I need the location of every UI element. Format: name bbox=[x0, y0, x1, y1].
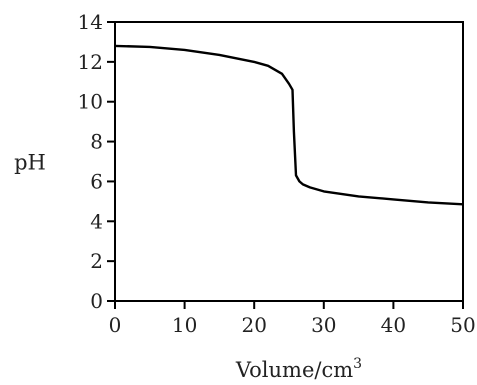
x-tick-label: 50 bbox=[450, 313, 475, 337]
y-tick-label: 12 bbox=[78, 50, 103, 74]
y-tick-label: 8 bbox=[90, 130, 103, 154]
ph-curve-series bbox=[114, 44, 464, 206]
y-tick-label: 6 bbox=[90, 169, 103, 193]
x-axis-label-text: Volume/cm bbox=[235, 358, 353, 382]
plot-area bbox=[114, 21, 464, 302]
y-tick-label: 0 bbox=[90, 289, 103, 313]
x-tick-label: 0 bbox=[109, 313, 122, 337]
y-tick-label: 4 bbox=[90, 209, 103, 233]
y-tick-label: 14 bbox=[78, 10, 103, 34]
y-tick-label: 10 bbox=[78, 90, 103, 114]
x-tick-label: 20 bbox=[241, 313, 266, 337]
x-tick-label: 30 bbox=[311, 313, 336, 337]
x-tick-label: 10 bbox=[172, 313, 197, 337]
x-axis-ticks: 0 10 20 30 40 50 bbox=[109, 301, 476, 337]
y-tick-label: 2 bbox=[90, 249, 103, 273]
x-axis-label: Volume/cm3 bbox=[235, 356, 362, 382]
y-axis-label: pH bbox=[14, 151, 46, 175]
x-axis-label-superscript: 3 bbox=[353, 356, 362, 372]
y-axis-ticks: 0 2 4 6 8 10 12 14 bbox=[78, 10, 115, 313]
plot-frame bbox=[114, 21, 464, 302]
x-tick-label: 40 bbox=[381, 313, 406, 337]
